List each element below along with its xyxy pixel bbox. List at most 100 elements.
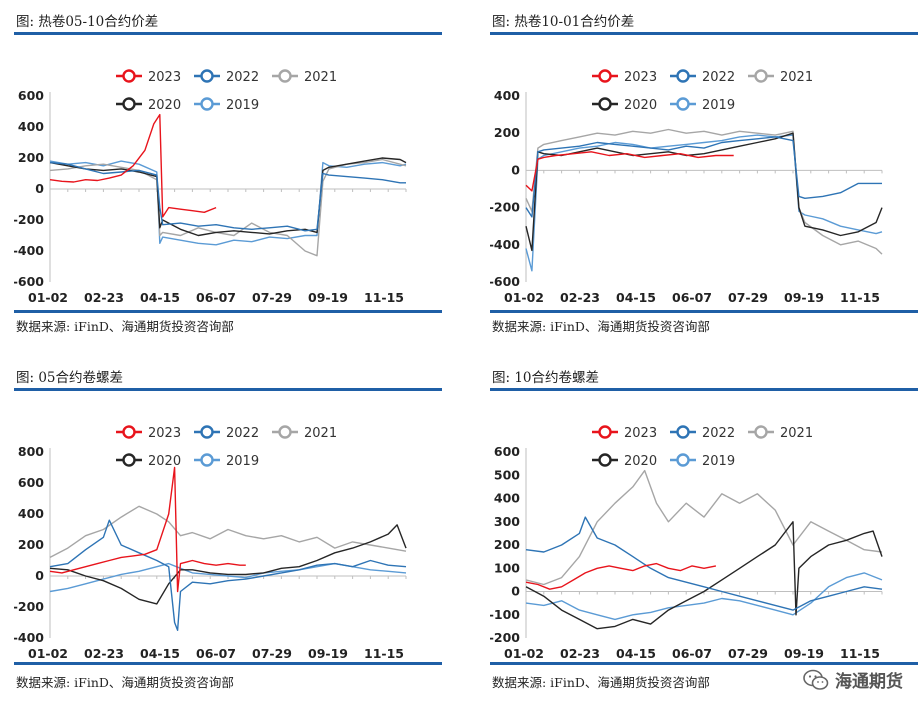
y-tick-label: 0	[511, 584, 520, 599]
x-tick-label: 07-29	[252, 646, 292, 661]
y-tick-label: 200	[494, 125, 520, 140]
y-tick-label: -600	[490, 274, 520, 289]
x-tick-label: 07-29	[728, 290, 768, 305]
source-note: 数据来源: iFinD、海通期货投资咨询部	[16, 675, 234, 690]
legend-swatch-marker	[278, 425, 292, 439]
source-note: 数据来源: iFinD、海通期货投资咨询部	[492, 675, 710, 690]
x-tick-label: 07-29	[728, 646, 768, 661]
legend-swatch-marker	[598, 425, 612, 439]
legend-swatch-marker	[122, 453, 136, 467]
legend-swatch-marker	[754, 69, 768, 83]
x-tick-label: 09-19	[784, 290, 824, 305]
legend-swatch-marker	[598, 69, 612, 83]
y-tick-label: 0	[35, 568, 44, 583]
series-line-2021	[49, 505, 407, 559]
y-tick-label: -400	[490, 237, 520, 252]
series-line-2023	[525, 562, 717, 590]
series-line-2020	[49, 524, 407, 605]
legend-label: 2020	[148, 454, 181, 469]
y-tick-label: 200	[494, 537, 520, 552]
legend-swatch-marker	[676, 69, 690, 83]
series-line-2020	[525, 521, 883, 630]
chart-panel-hrc-10-01: 图: 热卷10-01合约价差 2023 2022 2021 2020 2019 -600 -…	[490, 4, 920, 349]
x-tick-label: 07-29	[252, 290, 292, 305]
series-line-2020	[525, 132, 883, 252]
panel-title: 图: 10合约卷螺差	[492, 370, 600, 386]
y-tick-label: -400	[14, 243, 44, 258]
legend-label: 2020	[624, 454, 657, 469]
x-tick-label: 04-15	[616, 290, 656, 305]
legend-label: 2023	[624, 426, 657, 441]
source-rule	[14, 310, 442, 313]
legend-label: 2021	[780, 426, 813, 441]
series-line-2022	[49, 519, 407, 632]
y-tick-label: 100	[494, 560, 520, 575]
legend-swatch-marker	[200, 97, 214, 111]
series-line-2022	[525, 136, 882, 218]
source-note: 数据来源: iFinD、海通期货投资咨询部	[492, 319, 710, 334]
legend-swatch-marker	[122, 97, 136, 111]
y-tick-label: 400	[18, 506, 44, 521]
chart-panel-coil-rebar-10: 图: 10合约卷螺差 2023 2022 2021 2020 2019 -200 -100 0…	[490, 360, 920, 705]
series-line-2023	[49, 466, 246, 593]
y-tick-label: 500	[494, 467, 520, 482]
wechat-icon	[803, 669, 829, 690]
source-rule	[490, 310, 918, 313]
series-line-2022	[525, 516, 883, 611]
y-tick-label: -100	[490, 607, 520, 622]
legend: 2023 2022 2021 2020 2019	[592, 69, 813, 113]
y-tick-label: -200	[14, 212, 44, 227]
series-line-2023	[525, 151, 734, 192]
x-tick-label: 02-23	[84, 646, 124, 661]
brand-watermark: 海通期货	[803, 667, 903, 692]
legend-swatch-marker	[278, 69, 292, 83]
panel-title: 图: 热卷05-10合约价差	[16, 14, 159, 30]
y-tick-label: -200	[490, 630, 520, 645]
y-tick-label: 0	[511, 162, 520, 177]
title-rule	[490, 32, 918, 35]
panel-title: 图: 热卷10-01合约价差	[492, 14, 635, 30]
title-rule	[490, 388, 918, 391]
x-tick-label: 11-15	[840, 646, 880, 661]
x-tick-label: 11-15	[364, 646, 404, 661]
legend: 2023 2022 2021 2020 2019	[592, 425, 813, 469]
source-rule	[14, 662, 442, 665]
legend-swatch-marker	[200, 453, 214, 467]
legend-swatch-marker	[598, 97, 612, 111]
legend-label: 2023	[148, 426, 181, 441]
chart-panel-coil-rebar-05: 图: 05合约卷螺差 2023 2022 2021 2020 2019 -400 -200 0…	[14, 360, 444, 705]
legend-swatch-marker	[676, 453, 690, 467]
legend-swatch-marker	[676, 425, 690, 439]
y-tick-label: -400	[14, 630, 44, 645]
y-tick-label: -200	[490, 200, 520, 215]
y-tick-label: 600	[18, 88, 44, 103]
legend-swatch-marker	[122, 425, 136, 439]
x-tick-label: 04-15	[616, 646, 656, 661]
x-tick-label: 02-23	[84, 290, 124, 305]
legend-swatch-marker	[598, 453, 612, 467]
legend-label: 2022	[702, 426, 735, 441]
x-tick-label: 04-15	[140, 290, 180, 305]
legend-swatch-marker	[122, 69, 136, 83]
series-line-2019	[49, 160, 407, 246]
legend-label: 2019	[226, 454, 259, 469]
legend-label: 2021	[780, 70, 813, 85]
x-tick-label: 06-07	[196, 290, 236, 305]
legend: 2023 2022 2021 2020 2019	[116, 69, 337, 113]
y-tick-label: 800	[18, 444, 44, 459]
y-tick-label: 400	[18, 119, 44, 134]
y-tick-label: -200	[14, 599, 44, 614]
legend-label: 2020	[624, 98, 657, 113]
line-chart: 2023 2022 2021 2020 2019 -200 -100 0 100 200 300 40…	[490, 425, 883, 661]
source-rule	[490, 662, 918, 665]
line-chart: 2023 2022 2021 2020 2019 -600 -400 -200 0 200 400 0…	[490, 69, 883, 305]
legend-label: 2019	[702, 98, 735, 113]
legend: 2023 2022 2021 2020 2019	[116, 425, 337, 469]
legend-label: 2019	[702, 454, 735, 469]
y-tick-label: 200	[18, 537, 44, 552]
x-tick-label: 01-02	[28, 290, 68, 305]
y-tick-label: 0	[35, 181, 44, 196]
legend-swatch-marker	[754, 425, 768, 439]
series-line-2021	[525, 469, 883, 586]
x-tick-label: 01-02	[504, 290, 544, 305]
